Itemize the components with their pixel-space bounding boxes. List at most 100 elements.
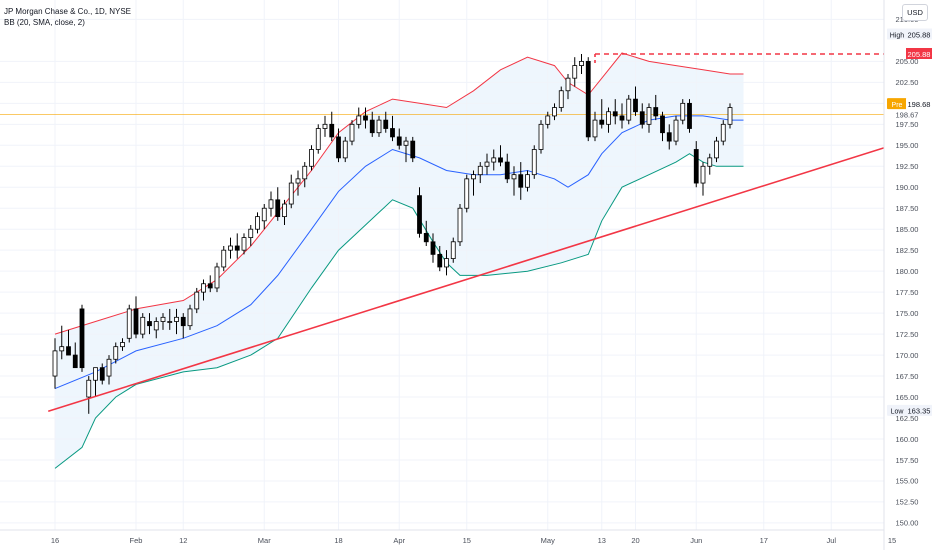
candle <box>572 57 578 87</box>
candle-body <box>153 321 159 331</box>
candle-body <box>113 346 119 360</box>
y-tick-label: 175.00 <box>896 309 919 318</box>
candle <box>363 107 368 129</box>
high-red-tag-value-bg <box>906 47 932 59</box>
candle <box>79 304 85 372</box>
candle-body <box>565 77 571 92</box>
x-tick-label: Feb <box>130 536 143 545</box>
candle <box>282 199 287 226</box>
candle <box>228 237 233 259</box>
candle-body <box>477 165 483 176</box>
candle-body <box>329 123 335 138</box>
candle <box>619 103 625 129</box>
candle <box>234 233 240 259</box>
candle <box>66 329 71 356</box>
y-tick-label: 157.50 <box>896 456 919 465</box>
candle-body <box>660 115 665 134</box>
indicator-legend[interactable]: BB (20, SMA, close, 2) <box>4 18 85 27</box>
candle <box>302 162 308 188</box>
candle <box>626 94 632 125</box>
x-tick-label: Jul <box>826 536 836 545</box>
candle-body <box>396 136 402 146</box>
candle-body <box>612 111 618 117</box>
candle-body <box>59 346 65 352</box>
candle-body <box>471 174 476 180</box>
candle-body <box>342 140 348 159</box>
candle-body <box>228 245 233 251</box>
candle <box>579 53 584 74</box>
currency-button[interactable]: USD <box>902 4 928 21</box>
candle <box>201 279 206 301</box>
low-tag-value: 163.35 <box>908 407 931 416</box>
y-tick-label: 170.00 <box>896 351 919 360</box>
candle <box>612 99 618 125</box>
x-tick-label: 15 <box>463 536 471 545</box>
candle-body <box>558 90 564 108</box>
candle-body <box>504 161 510 180</box>
candle-body <box>592 119 598 138</box>
candle-body <box>201 283 206 293</box>
symbol-title: JP Morgan Chase & Co., 1D, NYSE <box>4 7 132 16</box>
candle <box>106 355 112 385</box>
candle <box>342 136 348 163</box>
candle-body <box>545 115 551 125</box>
candle <box>315 124 321 154</box>
candle <box>511 166 517 196</box>
candle <box>666 124 672 150</box>
y-tick-label: 205.00 <box>896 57 919 66</box>
candle <box>356 107 362 129</box>
candle-body <box>707 157 713 167</box>
candle <box>646 103 652 133</box>
candle <box>153 317 159 339</box>
x-tick-label: 16 <box>51 536 59 545</box>
candle-body <box>693 149 699 184</box>
candle <box>403 136 409 163</box>
candle-body <box>450 241 456 259</box>
candle-body <box>666 132 672 142</box>
candle <box>693 141 699 188</box>
x-tick-label: Apr <box>393 536 405 545</box>
candle <box>59 325 65 360</box>
candle <box>484 153 490 175</box>
candle-body <box>579 60 584 66</box>
high-red-tag: 205.88 <box>906 47 932 59</box>
y-tick-label: 198.67 <box>896 110 919 119</box>
candle-body <box>106 358 112 377</box>
candle <box>545 111 551 129</box>
candle <box>167 308 173 330</box>
candle <box>518 162 524 200</box>
y-tick-label: 160.00 <box>896 435 919 444</box>
candle-body <box>552 107 557 117</box>
x-tick-label: 12 <box>179 536 187 545</box>
high-tag: High 205.88 <box>887 28 932 40</box>
price-axis-panel <box>884 0 932 550</box>
y-tick-label: 177.50 <box>896 288 919 297</box>
support-trendline <box>48 144 893 413</box>
candle-body <box>275 199 281 218</box>
candle-body <box>444 258 449 268</box>
candle-body <box>511 174 517 180</box>
candle-body <box>369 119 375 134</box>
candle <box>430 233 436 263</box>
high-tag-label: High <box>890 32 905 39</box>
x-tick-label: 20 <box>631 536 639 545</box>
y-tick-label: 202.50 <box>896 78 919 87</box>
x-tick-label: 17 <box>760 536 768 545</box>
candle-body <box>727 107 733 125</box>
candle-body <box>653 107 659 117</box>
y-tick-label: 167.50 <box>896 372 919 381</box>
y-tick-label: 182.50 <box>896 246 919 255</box>
candle <box>538 120 544 154</box>
candle-body <box>383 119 389 129</box>
candle <box>99 363 105 385</box>
candle-body <box>498 157 503 163</box>
candle-body <box>214 266 220 289</box>
candle <box>700 162 706 196</box>
candle <box>599 99 605 129</box>
high-red-tag-value: 205.88 <box>908 50 931 59</box>
candle <box>653 94 659 121</box>
candle <box>720 120 726 146</box>
candle <box>52 338 58 389</box>
